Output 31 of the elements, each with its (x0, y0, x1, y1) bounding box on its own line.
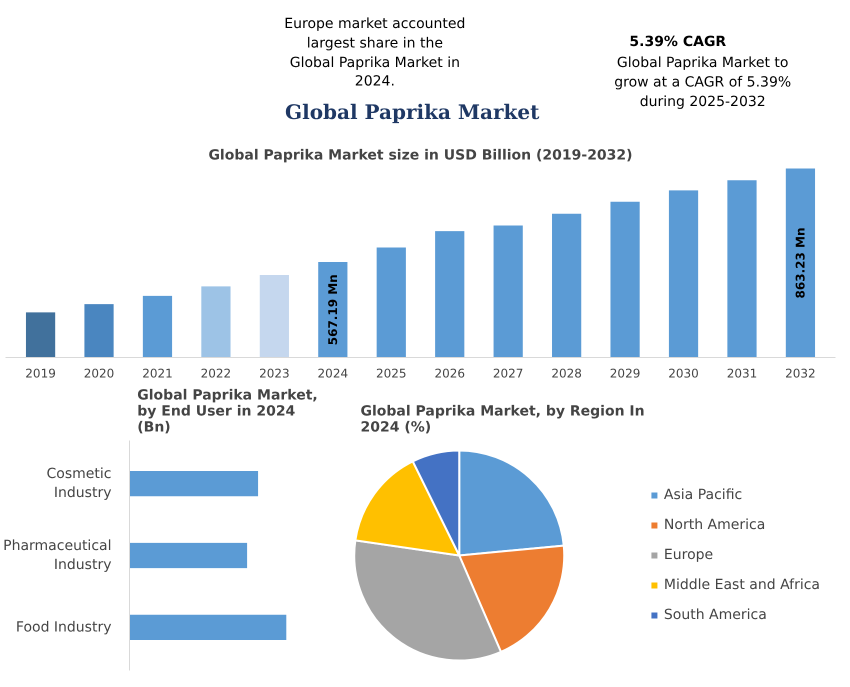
x-tick-label: 2031 (726, 366, 758, 380)
legend-label: Middle East and Africa (664, 577, 820, 593)
text: Global Paprika Market (285, 100, 540, 124)
x-tick-label: 2021 (142, 366, 173, 380)
x-tick-label: 2028 (551, 366, 582, 380)
x-tick-label: 2029 (610, 366, 640, 380)
x-tick-label: 2026 (434, 366, 466, 380)
x-tick-label: 2019 (25, 366, 56, 380)
chart-title: Global Paprika Market, by Region In 2024 (%) (360, 404, 645, 436)
x-tick-label: 2024 (318, 366, 348, 380)
x-tick-label: 2027 (492, 366, 524, 380)
chart-title: Global Paprika Market size in USD Billion (2019-2032) (208, 148, 633, 164)
text: Global Paprika Market to grow at a CAGR of 5.39% during 2025-2032 (614, 54, 792, 110)
text: 5.39% CAGR (629, 34, 726, 50)
text: Europe market accounted largest share in the Global Paprika Market in 2024. (284, 16, 466, 90)
x-tick-label: 2020 (84, 366, 114, 380)
x-tick-label: 2030 (668, 366, 699, 380)
legend-label: North America (664, 517, 766, 533)
legend-label: Europe (664, 547, 714, 563)
legend-label: South America (664, 607, 767, 623)
x-tick-label: 2032 (785, 366, 816, 380)
y-tick-label: Pharmaceutical Industry (3, 538, 112, 574)
chart-title: Global Paprika Market, by End User in 2024 (Bn) (137, 388, 318, 436)
legend-label: Asia Pacific (664, 487, 742, 503)
x-tick-label: 2025 (376, 366, 407, 380)
y-tick-label: Cosmetic Industry (46, 466, 112, 502)
y-tick-label: Food Industry (16, 619, 112, 636)
data-label: 863.23 Mn (793, 228, 808, 298)
data-label: 567.19 Mn (326, 274, 340, 346)
x-tick-label: 2023 (259, 366, 290, 380)
x-tick-label: 2022 (200, 366, 232, 380)
